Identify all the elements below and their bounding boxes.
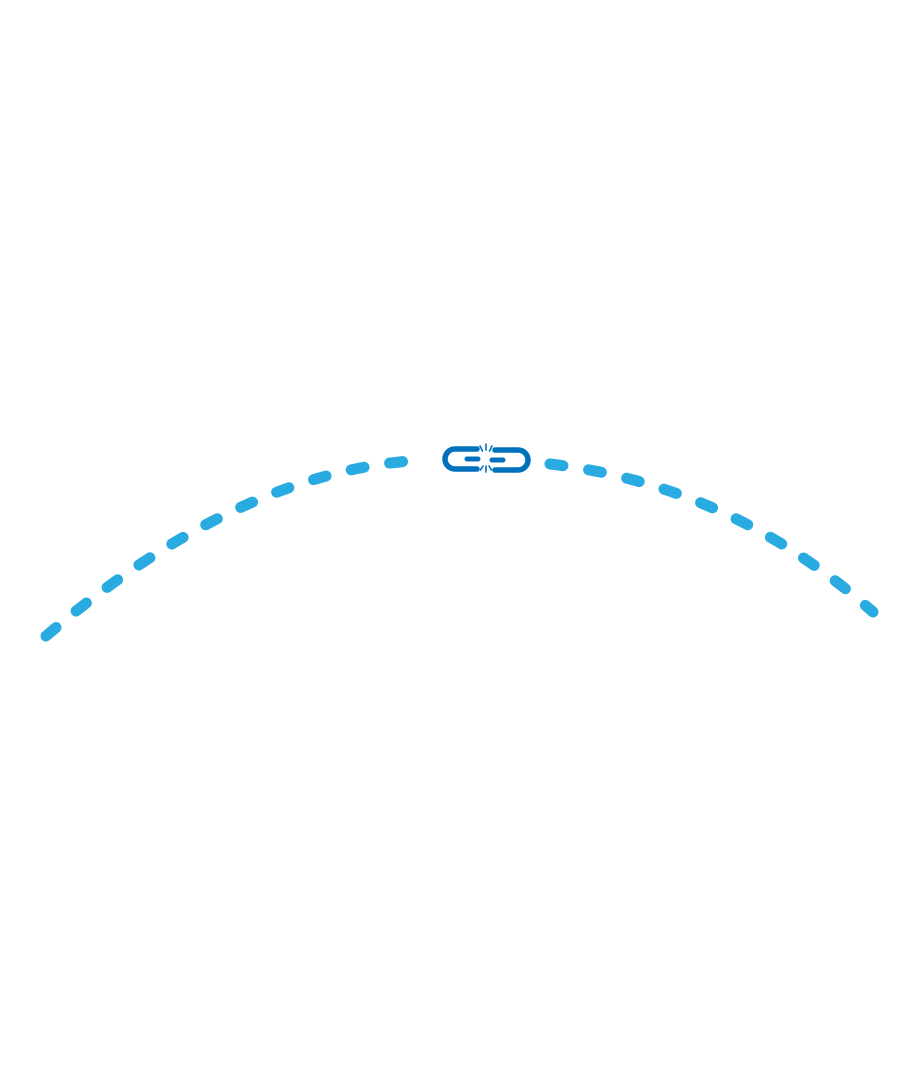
broken-link-icon bbox=[442, 443, 531, 473]
right-chain-link-icon bbox=[489, 447, 531, 473]
left-chain-link-icon bbox=[442, 446, 481, 472]
break-spark-icon bbox=[479, 443, 493, 473]
dashed-curve-right bbox=[544, 458, 879, 618]
dashed-curve-left bbox=[40, 454, 429, 642]
